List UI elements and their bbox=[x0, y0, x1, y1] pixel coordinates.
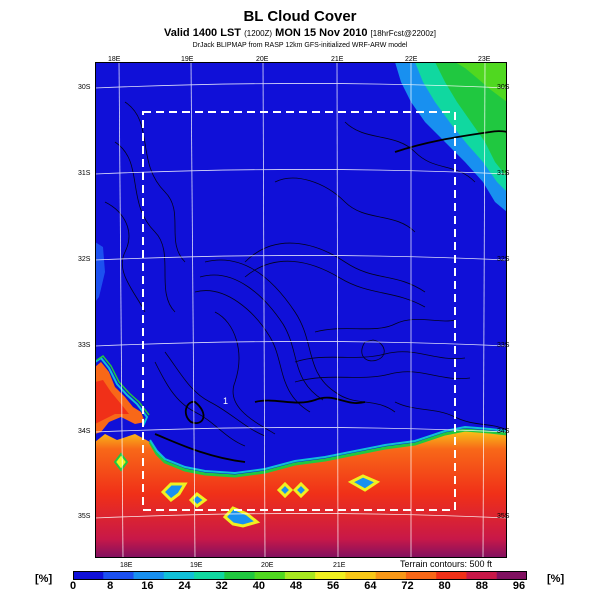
lon-label-bottom: 19E bbox=[190, 562, 203, 569]
colorbar-tick-label: 72 bbox=[401, 580, 414, 592]
lon-label-bottom: 18E bbox=[120, 562, 133, 569]
lat-label-left: 31S bbox=[78, 170, 91, 177]
colorbar-tick-label: 96 bbox=[512, 580, 526, 592]
valid-label: Valid 1400 LST bbox=[163, 27, 242, 39]
map-border bbox=[95, 62, 507, 558]
lon-label-top: 22E bbox=[405, 56, 418, 63]
colorbar-swatch bbox=[163, 571, 195, 580]
graticule bbox=[95, 62, 507, 558]
lat-label-right: 34S bbox=[497, 428, 510, 435]
lat-label-left: 33S bbox=[78, 342, 91, 349]
colorbar bbox=[73, 571, 527, 580]
colorbar-swatch bbox=[405, 571, 437, 580]
lon-label-bottom: 20E bbox=[261, 562, 274, 569]
lon-label-top: 19E bbox=[181, 56, 194, 63]
colorbar-swatch bbox=[194, 571, 225, 580]
map-title: BL Cloud Cover bbox=[243, 8, 357, 25]
valid-date: MON 15 Nov 2010 bbox=[275, 27, 368, 39]
legend-unit-left: [%] bbox=[35, 573, 53, 585]
legend-unit-right: [%] bbox=[547, 573, 565, 585]
northeast-cloud-peak bbox=[455, 62, 507, 102]
valid-time-line: Valid 1400 LST (1200Z) MON 15 Nov 2010 [… bbox=[0, 27, 600, 39]
lat-label-right: 33S bbox=[497, 342, 510, 349]
lon-label-top: 23E bbox=[478, 56, 491, 63]
colorbar-swatch bbox=[345, 571, 377, 580]
colorbar-swatch bbox=[224, 571, 256, 580]
lat-label-right: 35S bbox=[497, 513, 510, 520]
cloud-cell-5 bbox=[347, 474, 381, 492]
cloud-cell-6 bbox=[276, 481, 294, 499]
colorbar-tick-label: 32 bbox=[215, 580, 228, 592]
lat-label-left: 32S bbox=[78, 256, 91, 263]
colorbar-tick-label: 56 bbox=[327, 580, 340, 592]
station-marker: 1 bbox=[223, 396, 228, 406]
lat-label-right: 31S bbox=[497, 170, 510, 177]
western-cloud-edge-green bbox=[96, 354, 150, 416]
colorbar-swatch bbox=[315, 571, 346, 580]
western-cloud-band-core bbox=[95, 380, 129, 424]
cloud-cover-map: 1 bbox=[95, 62, 507, 558]
colorbar-tick-label: 24 bbox=[178, 580, 191, 592]
colorbar-swatch bbox=[466, 571, 498, 580]
cloud-cell-4 bbox=[222, 506, 261, 528]
western-small-patch bbox=[95, 242, 105, 302]
colorbar-swatch bbox=[103, 571, 135, 580]
colorbar-tick-label: 8 bbox=[107, 580, 114, 592]
lon-label-top: 18E bbox=[108, 56, 121, 63]
inner-domain-box bbox=[142, 111, 456, 511]
colorbar-swatch bbox=[284, 571, 316, 580]
lat-label-left: 34S bbox=[78, 428, 91, 435]
colorbar-swatch bbox=[133, 571, 165, 580]
northeast-cloud-core bbox=[435, 62, 507, 177]
forecast-tag: [18hrFcst@2200z] bbox=[370, 29, 437, 38]
colorbar-tick-label: 16 bbox=[141, 580, 154, 592]
colorbar-tick-label: 80 bbox=[438, 580, 451, 592]
colorbar-swatch bbox=[436, 571, 467, 580]
colorbar-border bbox=[73, 571, 527, 580]
terrain-note: Terrain contours: 500 ft bbox=[400, 559, 493, 569]
lon-label-bottom: 21E bbox=[333, 562, 346, 569]
colorbar-swatch bbox=[73, 571, 104, 580]
cloud-cell-2 bbox=[160, 482, 188, 502]
cloud-cell-7 bbox=[292, 481, 310, 499]
cloud-cell-1 bbox=[113, 452, 129, 472]
colorbar-swatch bbox=[375, 571, 407, 580]
major-terrain-contours bbox=[154, 130, 507, 463]
colorbar-tick-label: 64 bbox=[364, 580, 377, 592]
colorbar-tick-label: 0 bbox=[69, 580, 77, 592]
lat-label-right: 30S bbox=[497, 84, 510, 91]
terrain-contours bbox=[104, 101, 507, 447]
lon-label-top: 21E bbox=[331, 56, 344, 63]
lat-label-left: 30S bbox=[78, 84, 91, 91]
lat-label-right: 32S bbox=[497, 256, 510, 263]
colorbar-tick-label: 48 bbox=[289, 580, 303, 592]
valid-code: (1200Z) bbox=[244, 29, 273, 38]
lat-label-left: 35S bbox=[78, 513, 91, 520]
model-description: DrJack BLIPMAP from RASP 12km GFS-initia… bbox=[192, 42, 408, 49]
colorbar-tick-label: 88 bbox=[475, 580, 488, 592]
colorbar-tick-label: 40 bbox=[252, 580, 265, 592]
lon-label-top: 20E bbox=[256, 56, 269, 63]
colorbar-swatch bbox=[254, 571, 286, 580]
colorbar-swatch bbox=[496, 571, 527, 580]
